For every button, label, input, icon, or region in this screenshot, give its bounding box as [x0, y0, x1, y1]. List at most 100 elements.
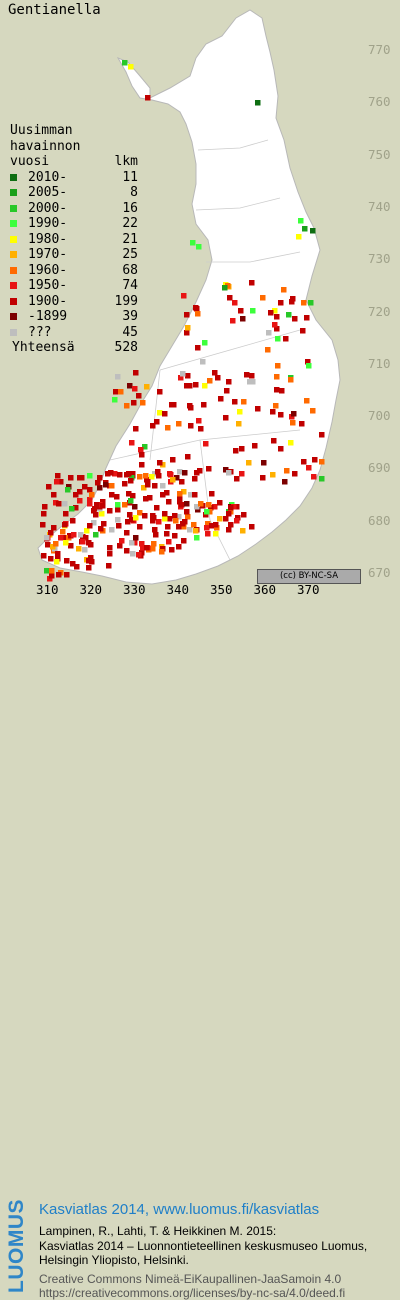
observation-square [290, 296, 296, 302]
observation-square [117, 543, 123, 549]
observation-square [195, 507, 201, 513]
observation-square [206, 502, 212, 508]
observation-square [133, 515, 139, 521]
distribution-map: Gentianella Uusimman havainnon vuosi lkm… [0, 0, 400, 600]
observation-square [76, 546, 82, 552]
observation-square [177, 491, 183, 497]
observation-square [78, 532, 84, 538]
observation-square [122, 60, 128, 66]
observation-square [275, 363, 281, 369]
observation-square [68, 543, 74, 549]
observation-square [268, 310, 274, 316]
observation-square [74, 564, 80, 570]
observation-square [130, 551, 136, 557]
observation-square [109, 492, 115, 498]
observation-square [115, 374, 121, 380]
observation-square [178, 375, 184, 381]
observation-square [46, 484, 52, 490]
observation-square [166, 499, 172, 505]
observation-square [124, 472, 130, 478]
observation-square [193, 305, 199, 311]
observation-square [274, 314, 280, 320]
observation-square [91, 508, 97, 514]
observation-square [109, 483, 115, 489]
observation-square [122, 481, 128, 487]
observation-square [252, 443, 258, 449]
observation-square [114, 494, 120, 500]
observation-square [82, 484, 88, 490]
observation-square [164, 531, 170, 537]
observation-square [107, 508, 113, 514]
observation-square [237, 409, 243, 415]
footer-heading[interactable]: Kasviatlas 2014, www.luomus.fi/kasviatla… [39, 1201, 320, 1218]
legend-label: -1899 [28, 309, 68, 324]
observation-square [150, 546, 156, 552]
observation-square [283, 336, 289, 342]
observation-square [176, 544, 182, 550]
observation-square [223, 415, 229, 421]
observation-square [214, 525, 220, 531]
observation-square [304, 315, 310, 321]
legend-swatch [10, 189, 17, 196]
observation-square [228, 505, 234, 511]
observation-square [101, 521, 107, 527]
observation-square [128, 498, 134, 504]
observation-square [132, 386, 138, 392]
x-tick-label: 370 [297, 582, 320, 597]
observation-square [143, 496, 149, 502]
legend-row: 1980- 21 [10, 232, 138, 248]
observation-square [301, 300, 307, 306]
footer-citation-3: Helsingin Yliopisto, Helsinki. [39, 1253, 189, 1267]
observation-square [151, 541, 157, 547]
observation-square [124, 530, 130, 536]
observation-square [157, 410, 163, 416]
observation-square [160, 492, 166, 498]
observation-square [87, 501, 93, 507]
observation-square [235, 515, 241, 521]
observation-square [208, 505, 214, 511]
observation-square [288, 440, 294, 446]
observation-square [270, 472, 276, 478]
observation-square [70, 518, 76, 524]
observation-square [88, 555, 94, 561]
legend-header-line-2: havainnon [10, 138, 81, 154]
observation-square [156, 519, 162, 525]
observation-square [226, 379, 232, 385]
luomus-logo: LUOMUS [5, 1199, 28, 1293]
observation-square [60, 529, 66, 535]
observation-square [228, 522, 234, 528]
observation-square [273, 403, 279, 409]
legend-count: 74 [122, 278, 138, 293]
observation-square [99, 511, 105, 517]
observation-square [289, 299, 295, 305]
observation-square [86, 565, 92, 571]
legend-header: Uusimman havainnon vuosi lkm [10, 123, 138, 170]
observation-square [54, 479, 60, 485]
footer-license-2[interactable]: https://creativecommons.org/licenses/by-… [39, 1286, 346, 1300]
legend-count: 39 [122, 309, 138, 324]
legend-count: 45 [122, 324, 138, 340]
legend-label: 1960- [28, 262, 68, 278]
observation-square [91, 520, 97, 526]
observation-square [310, 228, 316, 234]
observation-square [207, 509, 213, 515]
observation-square [181, 524, 187, 530]
observation-square [286, 312, 292, 318]
legend-count: 8 [130, 185, 138, 200]
observation-square [213, 522, 219, 528]
legend-row: ??? 45 [10, 325, 138, 341]
observation-square [157, 389, 163, 395]
observation-square [274, 387, 280, 393]
observation-square [244, 372, 250, 378]
observation-square [207, 378, 213, 384]
legend-header-line-3: vuosi [10, 154, 50, 169]
observation-square [62, 522, 68, 528]
observation-square [140, 400, 146, 406]
observation-square [247, 379, 253, 385]
observation-square [152, 527, 158, 533]
observation-square [166, 539, 172, 545]
observation-square [154, 419, 160, 425]
observation-square [266, 330, 272, 336]
observation-square [265, 347, 271, 353]
observation-square [73, 492, 79, 498]
